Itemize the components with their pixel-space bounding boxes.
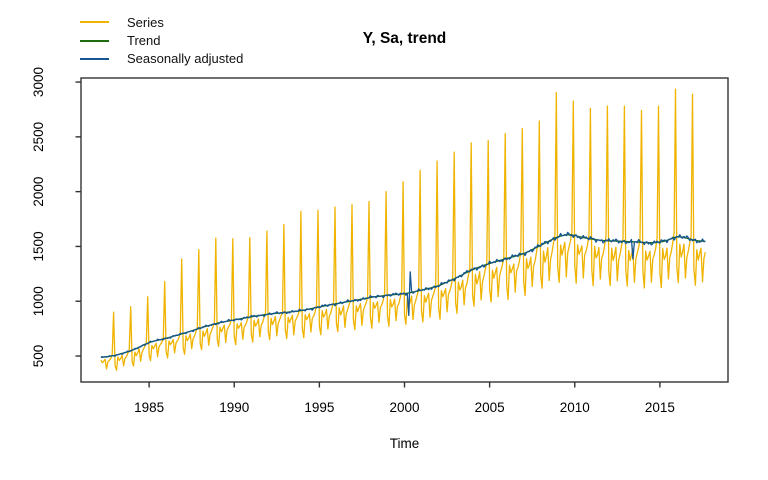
seasonally-adjusted-line-swatch (80, 57, 109, 60)
series-line-swatch (80, 21, 109, 24)
plot-frame (80, 77, 729, 383)
legend-label-seasonally-adjusted: Seasonally adjusted (127, 51, 244, 67)
seasonally-adjusted-line (100, 231, 706, 358)
y-tick-label: 500 (31, 345, 46, 368)
x-tick-label: 2010 (560, 400, 590, 415)
x-axis-label: Time (389, 436, 420, 451)
legend-label-series: Series (127, 14, 164, 30)
y-tick-label: 3000 (31, 67, 46, 97)
legend-item-series: Series (80, 13, 243, 31)
axes: 1985 1990 1995 2000 2005 2010 2015 500 1000 1500 2… (31, 67, 729, 415)
x-tick-label: 2015 (645, 400, 675, 415)
plot-lines (100, 88, 706, 371)
legend-item-trend: Trend (80, 31, 243, 49)
legend: Series Trend Seasonally adjusted (80, 13, 243, 68)
x-tick-label: 2005 (475, 400, 505, 415)
x-tick-label: 1995 (304, 400, 334, 415)
series-line (100, 88, 706, 371)
y-tick-label: 2500 (31, 122, 46, 152)
legend-label-trend: Trend (127, 33, 161, 49)
y-tick-label: 2000 (31, 177, 46, 207)
trend-line-swatch (80, 39, 109, 42)
x-tick-label: 1990 (219, 400, 249, 415)
y-tick-label: 1500 (31, 231, 46, 261)
x-tick-label: 1985 (134, 400, 164, 415)
y-tick-label: 1000 (31, 286, 46, 316)
x-tick-label: 2000 (389, 400, 419, 415)
legend-item-seasonally-adjusted: Seasonally adjusted (80, 50, 243, 68)
chart-title: Y, Sa, trend (362, 30, 447, 47)
